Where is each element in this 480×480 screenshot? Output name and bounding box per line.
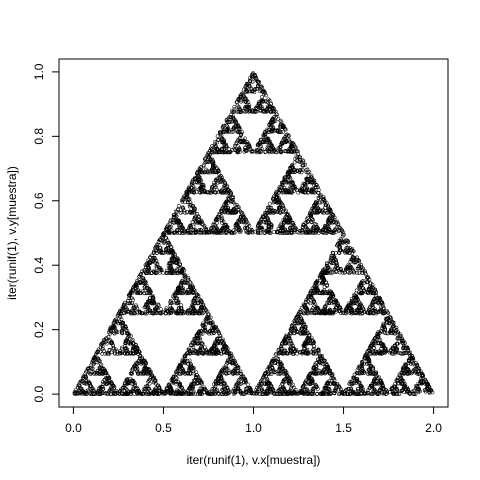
x-tick-label: 0.0 [65, 421, 82, 435]
x-tick-label: 1.0 [245, 421, 262, 435]
y-axis: 0.0 0.2 0.4 0.6 0.8 1.0 [32, 63, 59, 402]
x-tick-label: 2.0 [425, 421, 442, 435]
y-tick-label: 0.2 [32, 321, 46, 338]
y-tick-label: 1.0 [32, 63, 46, 80]
y-tick-label: 0.0 [32, 385, 46, 402]
x-axis-label: iter(runif(1), v.x[muestra]) [187, 453, 321, 467]
y-tick-label: 0.6 [32, 192, 46, 209]
x-axis: 0.0 0.5 1.0 1.5 2.0 [65, 407, 442, 435]
scatter-points [72, 71, 435, 396]
points-layer [72, 71, 435, 396]
x-tick-label: 0.5 [155, 421, 172, 435]
x-tick-label: 1.5 [335, 421, 352, 435]
y-tick-label: 0.8 [32, 128, 46, 145]
y-axis-label: iter(runif(1), v.y[muestra]) [5, 166, 19, 300]
y-tick-label: 0.4 [32, 257, 46, 274]
